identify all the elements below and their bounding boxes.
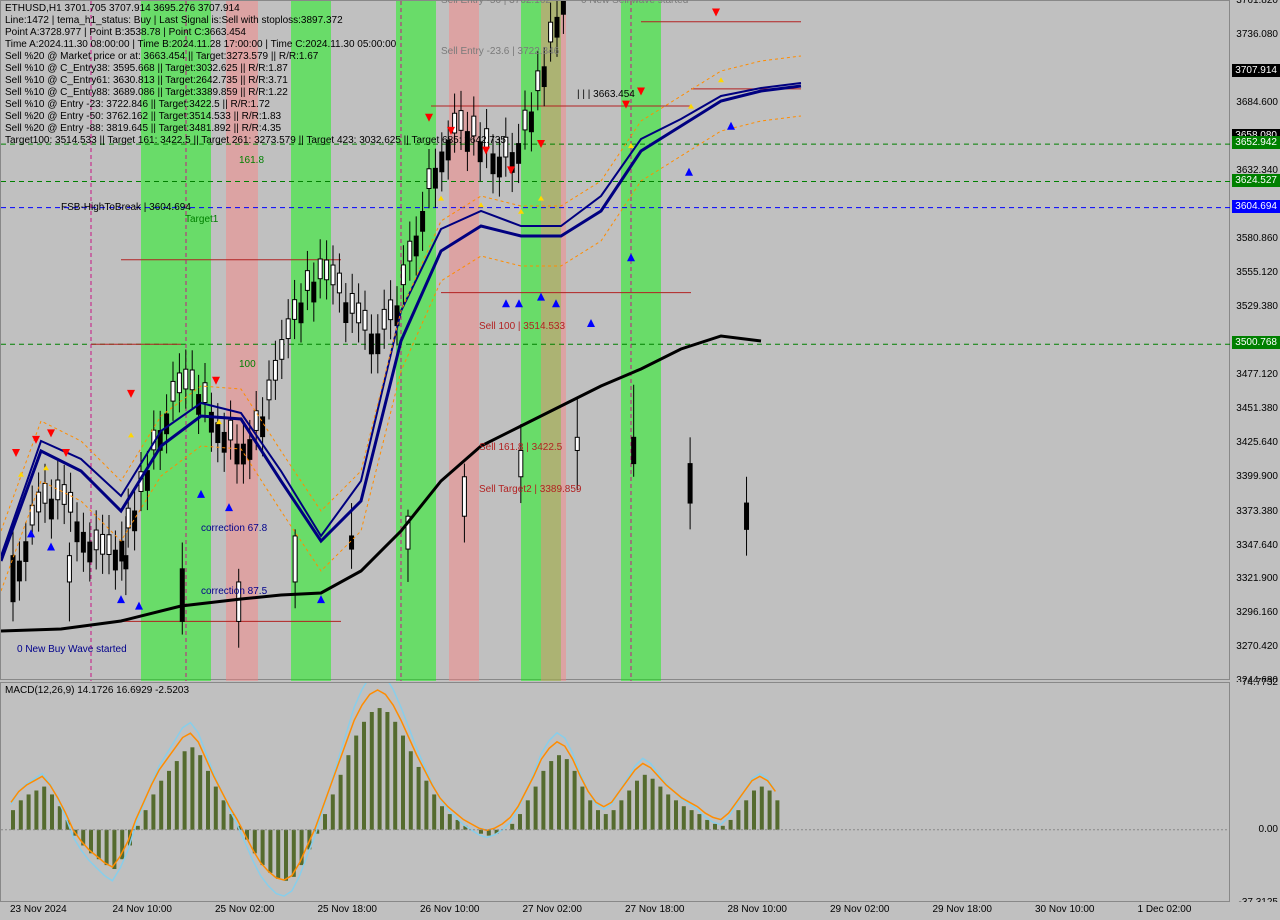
chart-annotation: correction 87.5 <box>201 586 267 597</box>
chart-header: ETHUSD,H1 3701.705 3707.914 3695.276 370… <box>5 3 240 14</box>
chart-annotation: 0 New Buy Wave started <box>17 644 127 655</box>
chart-annotation: FSB-HighToBreak | 3604.694 <box>61 202 191 213</box>
time-tick: 25 Nov 02:00 <box>215 904 275 915</box>
macd-tick: 74.7732 <box>1242 677 1278 688</box>
time-tick: 25 Nov 18:00 <box>318 904 378 915</box>
price-tick: 3296.160 <box>1236 607 1278 618</box>
price-tick: 3347.640 <box>1236 540 1278 551</box>
macd-axis: 74.77320.00-37.3125 <box>1230 682 1280 902</box>
chart-annotation: 161.8 <box>239 155 264 166</box>
chart-annotation: correction 67.8 <box>201 523 267 534</box>
chart-annotation: | | | 3663.454 <box>577 89 635 100</box>
time-tick: 28 Nov 10:00 <box>728 904 788 915</box>
price-tick: 3477.120 <box>1236 369 1278 380</box>
info-line: Sell %10 @ Entry -23: 3722.846 || Target… <box>5 99 270 110</box>
price-tick: 3555.120 <box>1236 267 1278 278</box>
macd-svg <box>1 683 1231 903</box>
chart-annotation: Sell Target2 | 3389.859 <box>479 484 582 495</box>
time-tick: 24 Nov 10:00 <box>113 904 173 915</box>
chart-annotation: 100 <box>239 359 256 370</box>
price-axis: 3761.8203736.0803684.6003632.3403580.860… <box>1230 0 1280 680</box>
chart-annotation: Target1 <box>185 214 218 225</box>
price-tick: 3684.600 <box>1236 97 1278 108</box>
price-label-box: 3604.694 <box>1232 200 1280 213</box>
chart-annotation: Sell Entry -23.6 | 3722.846 <box>441 46 559 57</box>
price-tick: 3580.860 <box>1236 233 1278 244</box>
time-tick: 29 Nov 02:00 <box>830 904 890 915</box>
price-tick: 3736.080 <box>1236 29 1278 40</box>
price-tick: 3451.380 <box>1236 403 1278 414</box>
info-line: Sell %10 @ C_Entry88: 3689.086 || Target… <box>5 87 288 98</box>
price-tick: 3529.380 <box>1236 301 1278 312</box>
info-line: Point A:3728.977 | Point B:3538.78 | Poi… <box>5 27 246 38</box>
price-label-box: 3624.527 <box>1232 174 1280 187</box>
price-tick: 3425.640 <box>1236 437 1278 448</box>
time-tick: 27 Nov 02:00 <box>523 904 583 915</box>
price-label-box: 3707.914 <box>1232 64 1280 77</box>
price-tick: 3270.420 <box>1236 641 1278 652</box>
price-tick: 3761.820 <box>1236 0 1278 6</box>
info-line: Sell %10 @ C_Entry38: 3595.668 || Target… <box>5 63 288 74</box>
time-tick: 26 Nov 10:00 <box>420 904 480 915</box>
time-tick: 23 Nov 2024 <box>10 904 67 915</box>
chart-annotation: Sell 100 | 3514.533 <box>479 321 565 332</box>
price-label-box: 3500.768 <box>1232 336 1280 349</box>
time-axis: 23 Nov 2024 24 Nov 10:00 25 Nov 02:00 25 No… <box>0 902 1280 920</box>
info-line: Sell %10 @ C_Entry61: 3630.813 || Target… <box>5 75 288 86</box>
chart-annotation: Sell Entry -50 | 3762.162 <box>441 0 551 6</box>
info-line: Sell %20 @ Entry -50: 3762.162 || Target… <box>5 111 281 122</box>
time-tick: 29 Nov 18:00 <box>933 904 993 915</box>
info-line: Line:1472 | tema_h1_status: Buy | Last S… <box>5 15 343 26</box>
info-line: Sell %20 @ Entry -88: 3819.645 || Target… <box>5 123 281 134</box>
chart-annotation: Sell 161.8 | 3422.5 <box>479 442 562 453</box>
price-label-box: 3652.942 <box>1232 136 1280 149</box>
price-tick: 3373.380 <box>1236 506 1278 517</box>
price-tick: 3321.900 <box>1236 573 1278 584</box>
main-price-chart[interactable]: ETHUSD,H1 3701.705 3707.914 3695.276 370… <box>0 0 1230 680</box>
time-tick: 27 Nov 18:00 <box>625 904 685 915</box>
macd-label: MACD(12,26,9) 14.1726 16.6929 -2.5203 <box>5 685 189 696</box>
price-tick: 3399.900 <box>1236 471 1278 482</box>
time-tick: 1 Dec 02:00 <box>1138 904 1192 915</box>
chart-annotation: 0 New Sell wave started <box>581 0 688 6</box>
macd-tick: 0.00 <box>1259 824 1278 835</box>
info-line: Target100: 3514.533 || Target 161: 3422.… <box>5 135 506 146</box>
macd-panel[interactable]: MACD(12,26,9) 14.1726 16.6929 -2.5203 <box>0 682 1230 902</box>
info-line: Time A:2024.11.30 08:00:00 | Time B:2024… <box>5 39 396 50</box>
time-tick: 30 Nov 10:00 <box>1035 904 1095 915</box>
info-line: Sell %20 @ Market price or at: 3663.454 … <box>5 51 318 62</box>
